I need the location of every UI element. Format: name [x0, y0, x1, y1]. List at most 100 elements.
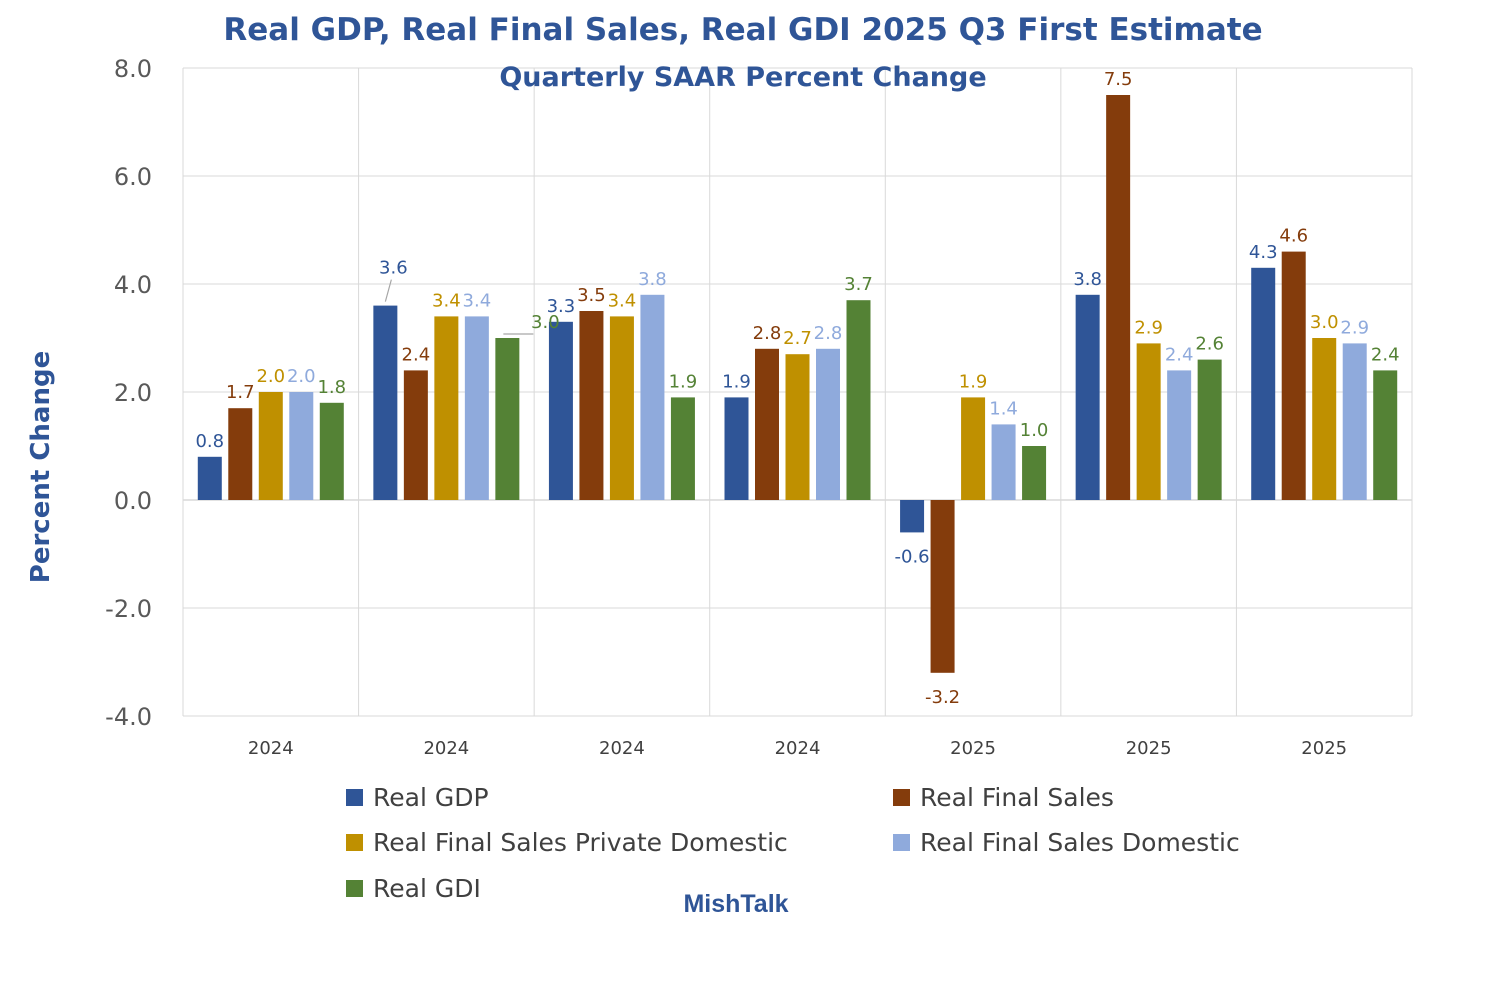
data-label: 2.7	[783, 328, 812, 349]
data-label: 1.9	[722, 371, 751, 392]
data-label: 4.3	[1249, 242, 1278, 263]
data-label: 2.8	[753, 323, 782, 344]
data-label: 3.0	[1310, 312, 1339, 333]
x-tick-label: 2025	[950, 738, 996, 759]
legend-label: Real GDI	[373, 874, 481, 903]
legend-swatch	[346, 789, 363, 806]
x-tick-label: 2025	[1126, 738, 1172, 759]
data-label: 3.5	[577, 285, 606, 306]
x-tick-label: 2025	[1301, 738, 1347, 759]
bar	[930, 500, 955, 673]
data-label: 3.3	[547, 296, 576, 317]
bar	[1106, 95, 1131, 500]
data-label: 2.0	[287, 366, 316, 387]
data-label: 1.8	[317, 377, 346, 398]
legend-swatch	[346, 880, 363, 897]
bar	[1167, 370, 1192, 500]
legend-swatch	[893, 834, 910, 851]
data-label: 7.5	[1104, 69, 1133, 90]
bar	[1342, 343, 1367, 500]
data-label: 4.6	[1279, 226, 1308, 247]
y-tick-label: -2.0	[105, 595, 152, 623]
x-tick-label: 2024	[775, 738, 821, 759]
bar	[1075, 294, 1100, 500]
bars	[197, 95, 1398, 673]
data-label: 3.8	[638, 269, 667, 290]
data-label: 3.4	[432, 290, 461, 311]
data-labels: 0.8 3.6 3.3 1.9 -0.6 3.8 4.3 1.7 2.4 3.5 2.8 -3.2 7.…	[195, 69, 1399, 708]
bar	[403, 370, 428, 500]
legend-label: Real Final Sales Private Domestic	[373, 828, 788, 857]
bar	[755, 348, 779, 500]
data-label: 3.8	[1073, 269, 1102, 290]
data-label: 2.0	[256, 366, 285, 387]
bar	[228, 408, 253, 500]
watermark-text: MishTalk	[683, 890, 788, 918]
data-label: 2.6	[1195, 334, 1224, 355]
bar	[548, 321, 573, 500]
bar	[1251, 267, 1276, 500]
bar	[464, 316, 489, 500]
bar	[495, 338, 520, 500]
y-tick-label: 4.0	[114, 271, 152, 299]
data-label: 2.9	[1340, 317, 1369, 338]
bar	[846, 300, 871, 500]
bar	[609, 316, 634, 500]
data-label: 1.7	[226, 382, 255, 403]
data-label: -3.2	[925, 687, 960, 708]
bar	[434, 316, 459, 500]
y-axis-label: Percent Change	[26, 351, 56, 583]
y-tick-label: -4.0	[105, 703, 152, 731]
data-label: 2.4	[1371, 344, 1400, 365]
bar	[319, 402, 344, 500]
data-label: 3.7	[844, 274, 873, 295]
bar	[373, 305, 398, 500]
bar	[1197, 359, 1222, 500]
bar	[816, 348, 840, 500]
legend-label: Real Final Sales Domestic	[920, 828, 1240, 857]
data-label: 3.6	[379, 258, 408, 279]
bar	[670, 397, 695, 500]
bar	[1022, 446, 1047, 500]
data-label: 2.4	[1165, 344, 1194, 365]
bar	[640, 294, 665, 500]
x-tick-label: 2024	[423, 738, 469, 759]
data-label: 2.9	[1134, 317, 1163, 338]
data-label: 1.0	[1020, 420, 1049, 441]
legend-swatch	[346, 834, 363, 851]
bar	[785, 354, 810, 500]
legend-label: Real Final Sales	[920, 783, 1114, 812]
leader-line	[384, 279, 392, 302]
bar	[961, 397, 986, 500]
y-tick-label: 6.0	[114, 163, 152, 191]
data-label: 1.4	[989, 398, 1018, 419]
bar	[1136, 343, 1161, 500]
data-label: 3.4	[463, 290, 492, 311]
data-label: 3.4	[608, 290, 637, 311]
bar	[991, 424, 1016, 500]
legend: Real GDP Real Final Sales Real Final Sales…	[346, 783, 1240, 903]
x-tick-label: 2024	[248, 738, 294, 759]
x-axis-ticks: 2024 2024 2024 2024 2025 2025 2025	[248, 738, 1347, 759]
legend-swatch	[893, 789, 910, 806]
bar	[900, 500, 925, 533]
bar	[1312, 338, 1337, 500]
y-tick-label: 8.0	[114, 55, 152, 83]
y-tick-label: 2.0	[114, 379, 152, 407]
bar	[579, 311, 604, 500]
bar	[289, 392, 314, 500]
y-tick-label: 0.0	[114, 487, 152, 515]
data-label: 1.9	[959, 371, 988, 392]
data-label: -0.6	[895, 546, 930, 567]
data-label: 3.0	[531, 312, 560, 333]
chart-title: Real GDP, Real Final Sales, Real GDI 202…	[223, 12, 1262, 48]
legend-label: Real GDP	[373, 783, 489, 812]
data-label: 2.8	[814, 323, 843, 344]
bar	[724, 397, 749, 500]
y-axis-ticks: 8.0 6.0 4.0 2.0 0.0 -2.0 -4.0	[105, 55, 152, 731]
leader-lines	[384, 279, 534, 335]
bar	[197, 456, 222, 500]
bar	[1281, 251, 1306, 500]
data-label: 0.8	[195, 431, 224, 452]
